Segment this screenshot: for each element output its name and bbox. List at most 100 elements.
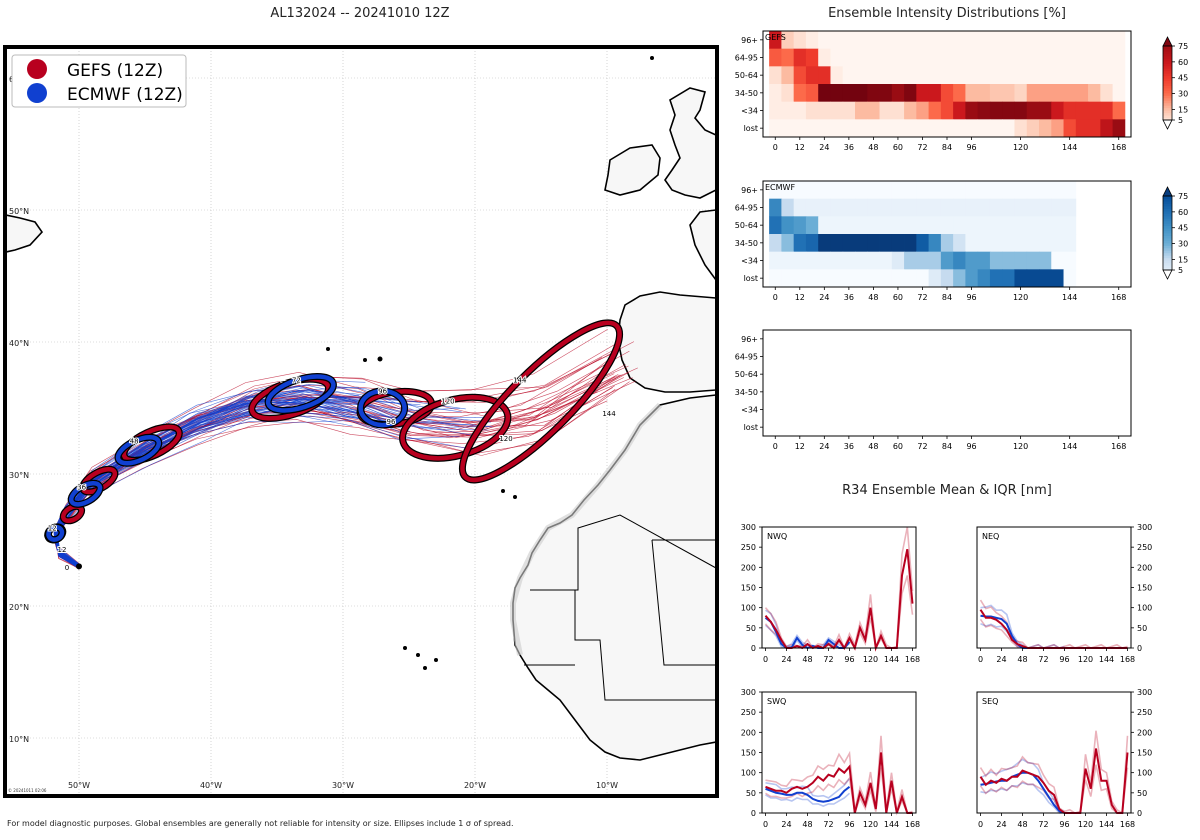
heatmap-cell — [879, 84, 893, 103]
heatmap-cell — [842, 31, 856, 50]
colorbar-segment — [1163, 92, 1172, 96]
heatmap-model-label: ECMWF — [765, 183, 795, 192]
heatmap-cell — [989, 66, 1003, 85]
border-4 — [651, 539, 716, 666]
x-tick-label: 168 — [905, 820, 920, 829]
heatmap-cell — [940, 119, 954, 138]
x-tick-label: 168 — [1111, 442, 1126, 451]
heatmap-cell — [855, 198, 868, 217]
heatmap-cell — [1112, 66, 1126, 85]
heatmap-cell — [1002, 48, 1015, 67]
colorbar-segment — [1163, 107, 1172, 111]
heatmap-cell — [928, 66, 942, 85]
heatmap-cell — [781, 181, 795, 200]
heatmap-cell — [769, 181, 782, 200]
ecmwf-intensity-heatmap: 96+ 64-95 50-64 34-50 <34 lost 0 12 24 36 48 60 72 84… — [735, 180, 1132, 302]
x-tick-label: 120 — [1013, 143, 1028, 152]
heatmap-cell — [855, 181, 868, 200]
colorbar-segment — [1163, 210, 1172, 214]
colorbar-segment — [1163, 220, 1172, 224]
y-tick-label: 0 — [751, 809, 756, 818]
heatmap-cell — [1002, 234, 1015, 253]
colorbar-segment — [1163, 68, 1172, 72]
y-tick-label: 34-50 — [735, 388, 758, 397]
heatmap-cell — [989, 119, 1003, 138]
colorbar-segment — [1163, 196, 1172, 199]
heatmap-cell — [1100, 119, 1113, 138]
legend-ecmwf-label: ECMWF (12Z) — [67, 85, 183, 105]
ecmwf-ellipse — [68, 480, 103, 507]
colorbar-segment — [1163, 87, 1172, 91]
heatmap-cell — [781, 269, 795, 288]
heatmap-cell — [965, 251, 979, 270]
border-1 — [530, 514, 716, 591]
heatmap-cell — [977, 216, 991, 235]
colorbar-segment — [1163, 102, 1172, 106]
heatmap-cell — [805, 251, 819, 270]
heatmap-cell — [855, 251, 868, 270]
island — [363, 358, 367, 362]
heatmap-cell — [977, 31, 991, 50]
y-tick-label: 300 — [741, 523, 756, 532]
x-tick-label: 48 — [802, 820, 812, 829]
island — [403, 646, 407, 650]
heatmap-cell — [1051, 66, 1064, 85]
colorbar-segment — [1163, 250, 1172, 254]
colorbar-segment — [1163, 208, 1172, 212]
heatmap-cell — [965, 216, 979, 235]
y-tick-label: 64-95 — [735, 54, 758, 63]
lon-label: 10°W — [596, 781, 618, 790]
heatmap-cell — [1100, 84, 1113, 103]
landmass-newfoundland — [6, 214, 44, 253]
heatmap-cell — [769, 66, 782, 85]
heatmap-cell — [891, 251, 905, 270]
x-tick-label: 168 — [905, 655, 920, 664]
island — [416, 653, 420, 657]
heatmap-cell — [793, 198, 807, 217]
y-tick-label: 50 — [746, 624, 756, 633]
heatmap-cell — [891, 31, 905, 50]
y-tick-label: <34 — [741, 406, 758, 415]
heatmap-cell — [769, 48, 782, 67]
colorbar-segment — [1163, 83, 1172, 86]
x-tick-label: 48 — [1017, 820, 1027, 829]
heatmap-cell — [1063, 234, 1077, 253]
heatmap-cell — [891, 84, 905, 103]
heatmap-cell — [891, 216, 905, 235]
heatmap-cell — [904, 234, 917, 253]
heatmap-cell — [916, 181, 929, 200]
x-tick-label: 72 — [917, 143, 927, 152]
heatmap-cell — [953, 84, 966, 103]
heatmap-cell — [977, 66, 991, 85]
heatmap-cell — [1051, 234, 1064, 253]
heatmap-cell — [867, 31, 880, 50]
lon-label: 40°W — [200, 781, 222, 790]
heatmap-cell — [1051, 269, 1064, 288]
heatmap-cell — [867, 251, 880, 270]
heatmap-cell — [805, 119, 819, 138]
iqr-upper-line — [980, 758, 1065, 813]
heatmap-cell — [1088, 66, 1101, 85]
heatmap-cell — [1014, 216, 1028, 235]
heatmap-cell — [805, 101, 819, 120]
heatmap-cell — [916, 198, 929, 217]
heatmap-cell — [953, 198, 966, 217]
heatmap-cell — [953, 269, 966, 288]
x-tick-label: 24 — [819, 293, 829, 302]
heatmap-cell — [793, 119, 807, 138]
x-tick-label: 72 — [1038, 820, 1048, 829]
lat-label: 20°N — [9, 603, 29, 612]
heatmap-cell — [989, 269, 1003, 288]
colorbar-segment — [1163, 100, 1172, 104]
x-tick-label: 84 — [942, 293, 952, 302]
heatmap-cell — [940, 234, 954, 253]
heatmap-cell — [1051, 251, 1064, 270]
heatmap-cell — [1088, 101, 1101, 120]
heatmap-cell — [1002, 251, 1015, 270]
legend-gefs-label: GEFS (12Z) — [67, 61, 163, 81]
heatmap-cell — [891, 48, 905, 67]
heatmap-cell — [1051, 119, 1064, 138]
